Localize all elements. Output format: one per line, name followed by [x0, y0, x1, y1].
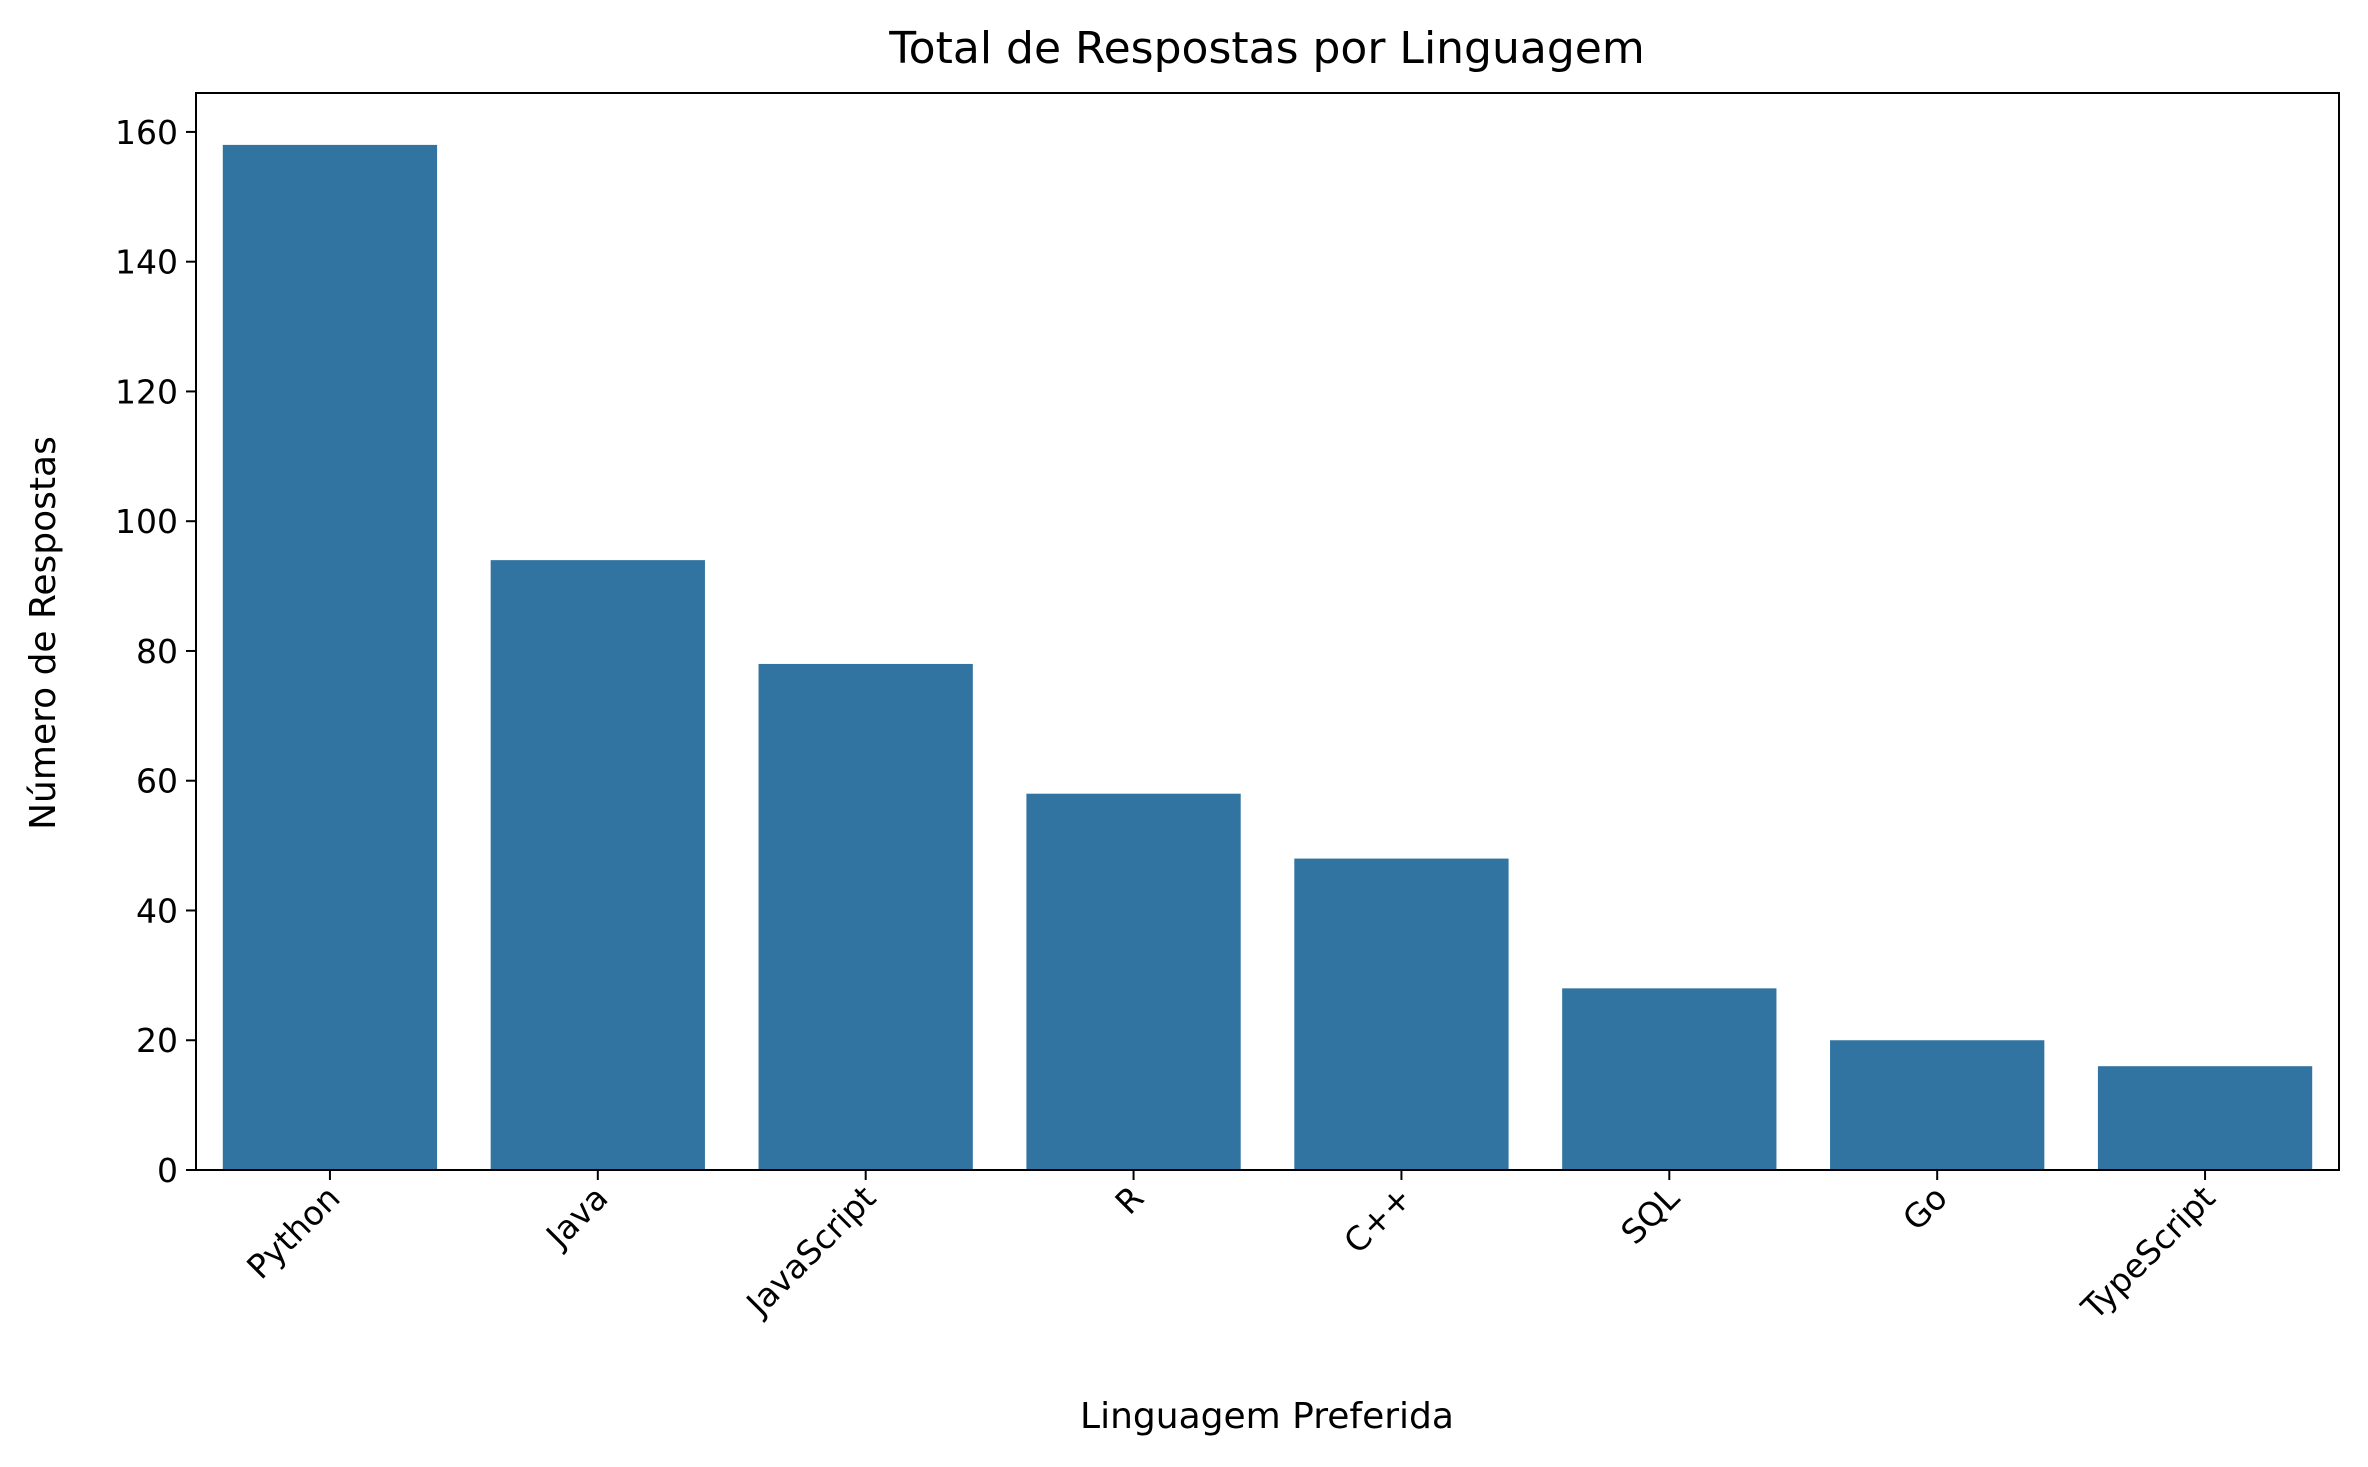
x-tick-label: Go: [1895, 1178, 1955, 1238]
x-tick-label: TypeScript: [2073, 1178, 2223, 1328]
x-axis-label: Linguagem Preferida: [1080, 1396, 1454, 1437]
plot-frame: [195, 92, 2340, 1171]
y-tick-label: 0: [157, 1151, 178, 1190]
x-tick-label: Java: [537, 1178, 615, 1256]
y-tick-label: 40: [136, 891, 178, 930]
chart-title: Total de Respostas por Linguagem: [888, 23, 1644, 74]
bar-cpp: [1294, 858, 1509, 1170]
y-tick-label: 120: [115, 372, 178, 411]
x-tick-label: JavaScript: [737, 1178, 883, 1324]
y-tick-label: 80: [136, 632, 178, 671]
y-tick-label: 60: [136, 762, 178, 801]
bar-sql: [1562, 988, 1777, 1170]
y-tick-label: 140: [115, 243, 178, 282]
y-tick-label: 160: [115, 113, 178, 152]
bar-python: [222, 144, 438, 1170]
bar-javascript: [758, 663, 973, 1170]
bar-r: [1026, 793, 1241, 1170]
bar-go: [1830, 1040, 2045, 1170]
bar-typescript: [2097, 1066, 2313, 1170]
bar-java: [490, 560, 705, 1170]
y-tick-label: 100: [115, 502, 178, 541]
y-tick-label: 20: [136, 1021, 178, 1060]
y-axis-label: Número de Respostas: [23, 436, 64, 830]
plot-area: 0 20 40 60 80 100 120 140 160 Python Java JavaScrip…: [115, 92, 2340, 1328]
x-tick-label: C++: [1336, 1178, 1419, 1261]
x-tick-label: SQL: [1613, 1178, 1687, 1252]
x-tick-label: R: [1107, 1178, 1151, 1222]
x-tick-label: Python: [239, 1178, 347, 1286]
